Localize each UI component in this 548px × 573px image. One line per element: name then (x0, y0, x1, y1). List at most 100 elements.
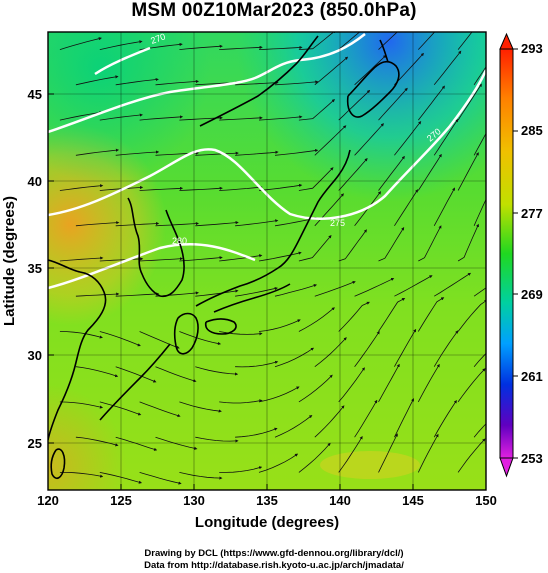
streamline (417, 297, 445, 332)
streamline (139, 115, 184, 121)
streamline (75, 148, 120, 156)
streamline (378, 363, 400, 403)
streamline (314, 337, 347, 368)
streamline (179, 331, 222, 346)
x-axis-label: Longitude (degrees) (195, 514, 339, 531)
streamline (155, 436, 198, 450)
streamline (354, 54, 387, 86)
streamline (59, 472, 104, 478)
streamline (235, 81, 279, 86)
streamline (314, 280, 356, 297)
streamline (298, 167, 334, 191)
credit-drawing: Drawing by DCL (https://www.gfd-dennou.o… (144, 548, 404, 559)
streamline (139, 472, 182, 485)
streamline (99, 472, 143, 484)
streamline (314, 56, 349, 86)
streamline (75, 366, 119, 378)
streamline (195, 436, 239, 443)
streamline (235, 427, 278, 438)
colorbar: 293 285 277 269 261 253 (499, 32, 543, 478)
y-tick-label: 45 (28, 87, 42, 102)
streamline (59, 401, 104, 409)
x-tick-label: 125 (110, 493, 132, 508)
wind-streamlines (59, 32, 486, 485)
streamline (258, 386, 300, 403)
x-tick-label: 120 (37, 493, 59, 508)
streamline (99, 113, 143, 121)
y-tick-label: 25 (28, 436, 42, 451)
streamline (457, 152, 479, 191)
x-tick-label: 135 (256, 493, 278, 508)
colorbar-tick-label: 277 (521, 206, 543, 221)
streamline (274, 347, 315, 368)
streamline (59, 256, 104, 262)
streamline (298, 32, 336, 50)
streamline (433, 118, 459, 156)
streamline (378, 298, 406, 332)
streamline (59, 184, 104, 191)
streamline (195, 289, 239, 297)
colorbar-gradient (499, 48, 514, 459)
streamline (274, 415, 313, 438)
streamline (115, 292, 160, 297)
streamline (139, 257, 184, 262)
streamline (417, 363, 440, 403)
streamline (99, 40, 143, 50)
streamline (274, 284, 318, 297)
streamline (457, 368, 486, 403)
coastline-kyushu (173, 312, 199, 355)
streamline (378, 227, 405, 262)
y-tick-label: 35 (28, 261, 42, 276)
coastline-ryukyu (99, 343, 171, 421)
streamline (139, 186, 184, 191)
streamline (219, 399, 263, 404)
streamline (338, 158, 368, 191)
x-tick-label: 145 (402, 493, 424, 508)
streamline (298, 234, 332, 262)
y-tick-label: 40 (28, 174, 42, 189)
streamline (457, 32, 473, 50)
coastline-shikoku (204, 318, 237, 335)
streamline (394, 52, 424, 86)
contour-line (48, 242, 256, 290)
streamline (179, 256, 223, 262)
streamline (433, 50, 462, 86)
streamline (155, 366, 197, 383)
streamline (418, 225, 442, 262)
y-axis-label: Latitude (degrees) (1, 196, 18, 326)
colorbar-tick-label: 261 (521, 369, 543, 384)
streamline (219, 254, 263, 262)
streamline (394, 189, 419, 227)
streamline (258, 183, 303, 191)
streamline (274, 80, 319, 86)
streamline (115, 221, 160, 227)
streamline (378, 433, 398, 473)
streamline (473, 198, 486, 226)
streamline (195, 151, 239, 156)
coastline-sakhalin (379, 39, 389, 63)
coastline-hokkaido (346, 60, 400, 118)
streamline (298, 442, 331, 473)
streamline (473, 287, 486, 297)
streamline (354, 399, 378, 438)
streamline (258, 45, 303, 50)
streamline (314, 405, 345, 438)
coastline-taiwan (50, 448, 66, 480)
streamline (59, 110, 103, 121)
streamline (473, 423, 486, 438)
contour-label: 275 (330, 218, 345, 228)
streamline (75, 436, 119, 447)
streamline (417, 153, 442, 191)
streamline (274, 148, 319, 156)
coastline-honshu-south (213, 283, 291, 313)
streamline (354, 123, 384, 156)
streamline (179, 401, 222, 413)
streamline (338, 367, 365, 403)
x-tick-label: 130 (183, 493, 205, 508)
coastline-korea (127, 197, 185, 298)
colorbar-tick-label: 269 (521, 287, 543, 302)
streamline (219, 45, 263, 50)
y-tick-label: 30 (28, 348, 42, 363)
x-axis: 120 125 130 135 140 145 150 Longitude (d… (37, 484, 497, 531)
streamline (59, 37, 102, 50)
